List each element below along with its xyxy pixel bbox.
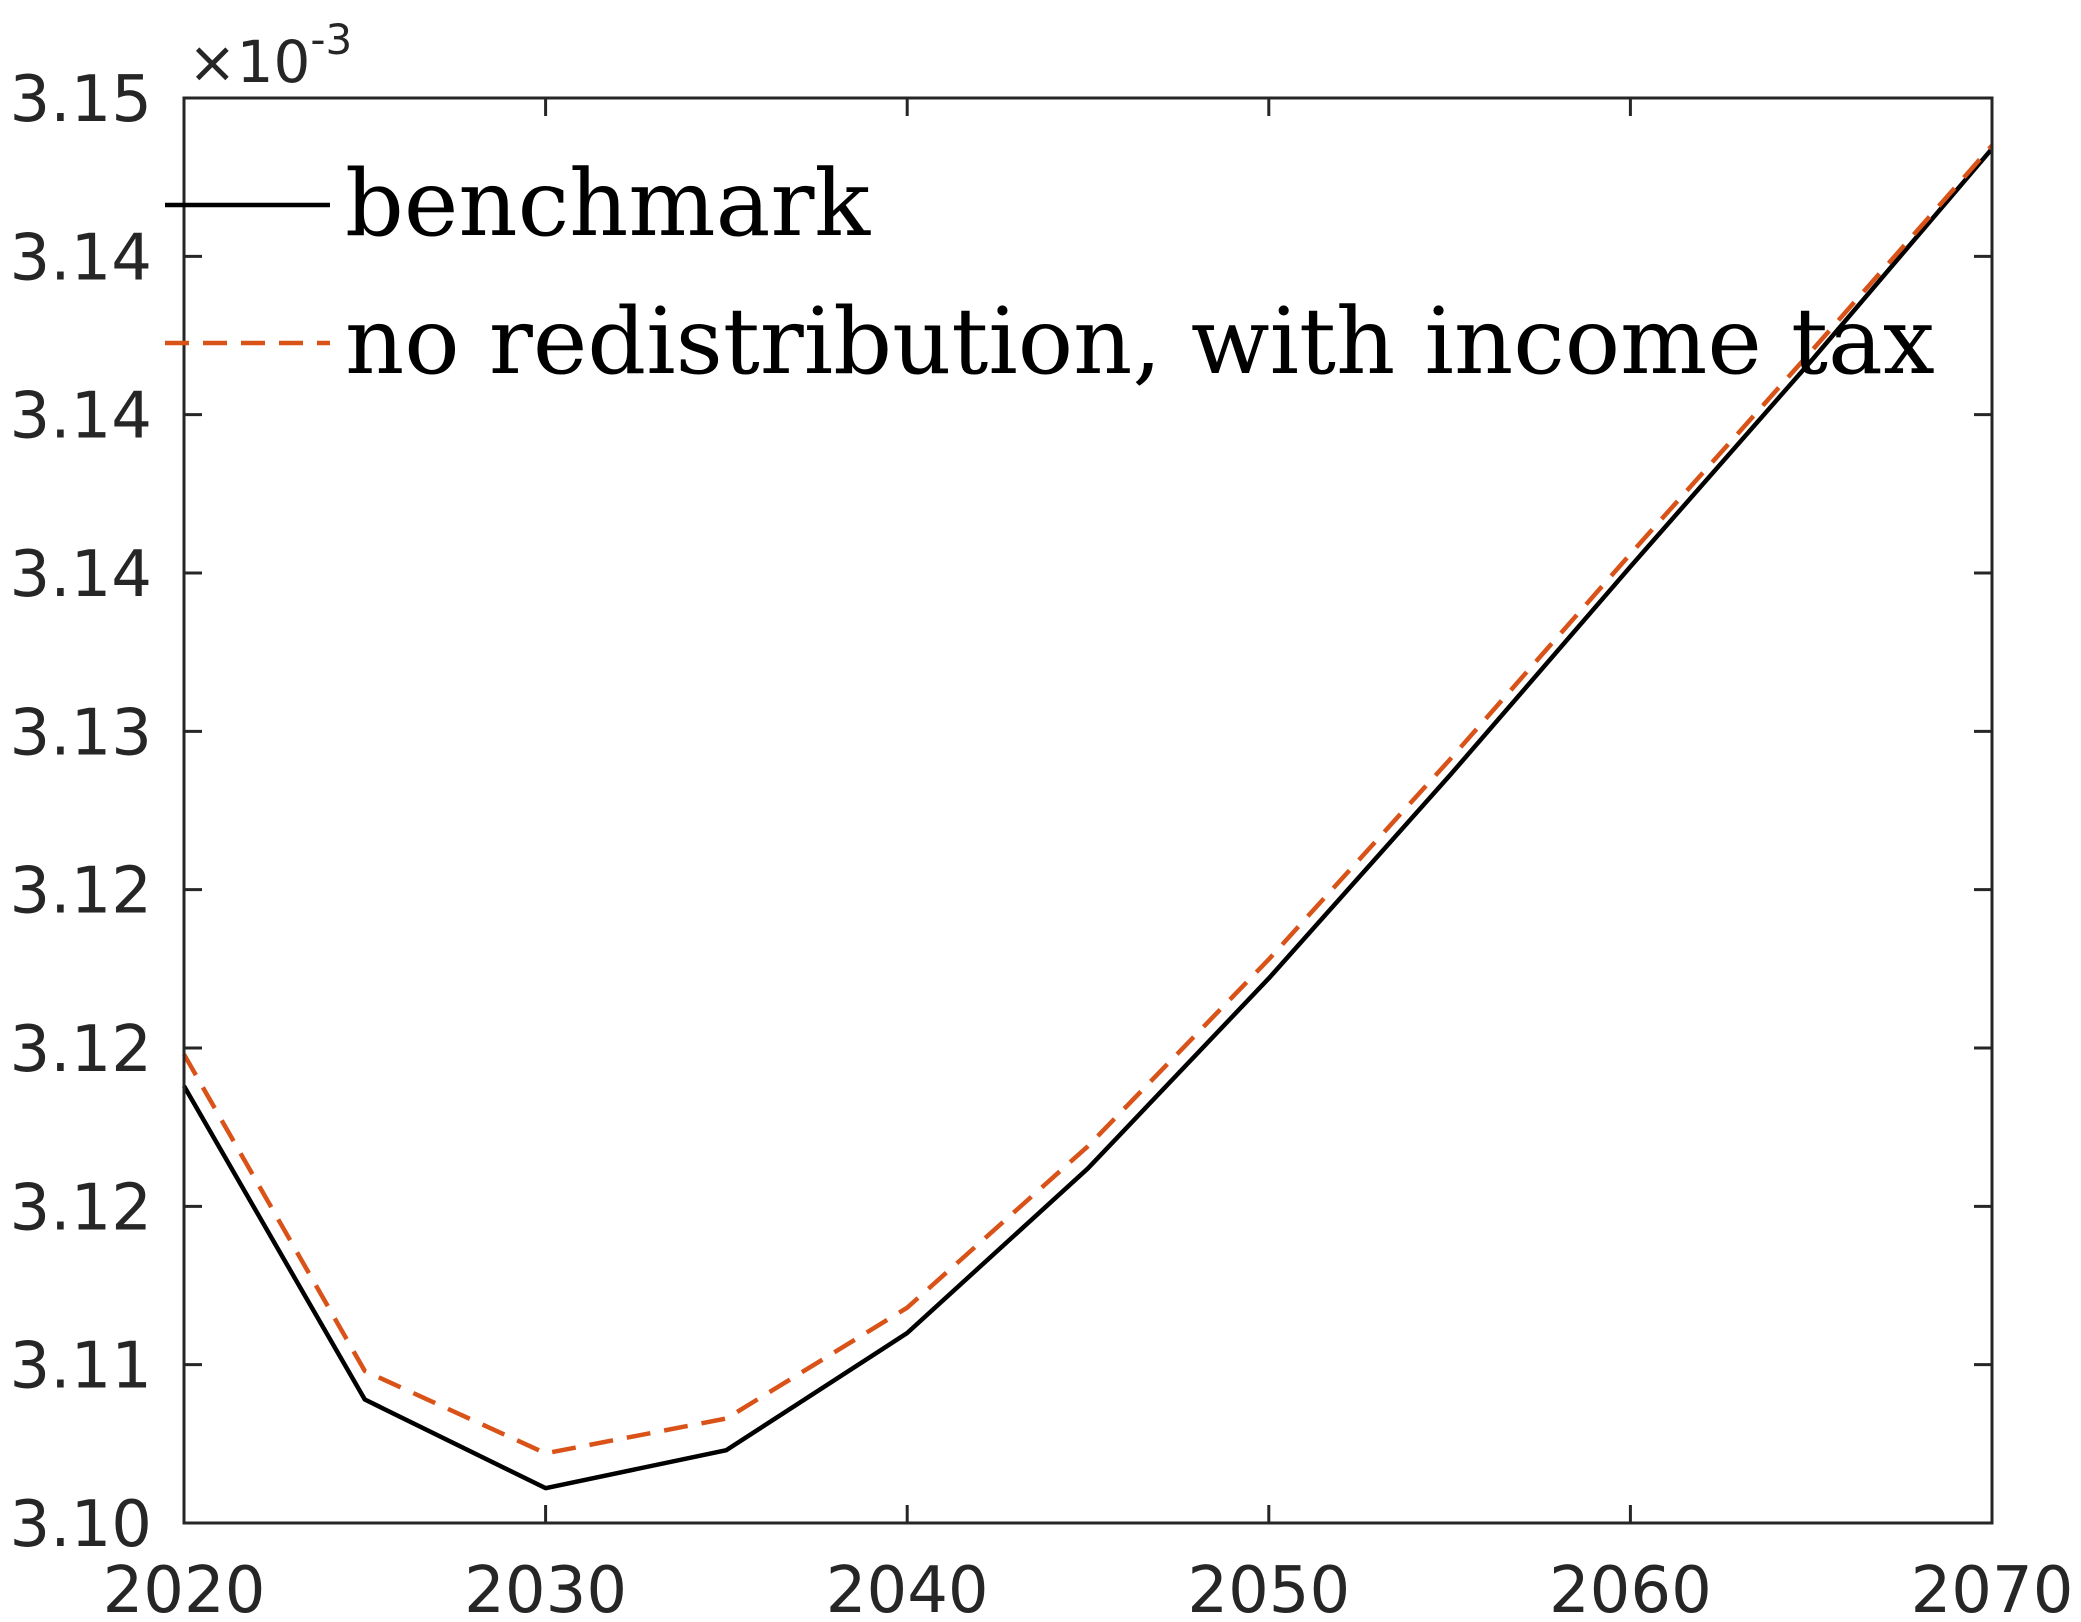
x-axis-tick-labels: 2020 2030 2040 2050 2060 2070 [103,1554,2074,1622]
x-tick-label: 2050 [1187,1554,1350,1622]
y-axis-exponent-power: -3 [310,15,352,64]
y-tick-label: 3.14 [10,221,153,295]
y-tick-label: 3.12 [10,855,153,929]
legend-item-2: no redistribution, with income tax [165,288,1935,395]
y-tick-label: 3.15 [10,63,153,137]
y-axis-ticks [184,96,1992,1525]
series-point [544,1486,548,1490]
y-tick-label: 3.12 [10,1013,153,1087]
series-point [1086,1166,1090,1170]
y-tick-label: 3.14 [10,538,153,612]
series-point [1628,552,1632,556]
series-point [1628,565,1632,569]
y-tick-label: 3.14 [10,380,153,454]
legend: benchmark no redistribution, with income … [165,150,1935,395]
x-axis-ticks [182,98,1994,1523]
series-point [1267,957,1271,961]
y-tick-label: 3.10 [10,1488,153,1562]
series-layer [182,144,1994,1491]
series-point [1448,758,1452,762]
y-tick-label: 3.12 [10,1171,153,1245]
series-point [363,1398,367,1402]
y-axis-tick-labels: 3.10 3.11 3.12 3.12 3.12 3.13 3.14 3.14 3.14 3.15 [10,63,153,1562]
series-point [905,1331,909,1335]
y-axis-exponent-base: ×10 [188,28,310,96]
legend-label: no redistribution, with income tax [345,288,1935,395]
series-2 [182,144,1994,1456]
series-point [905,1306,909,1310]
axes-box [182,96,1994,1525]
x-tick-label: 2020 [103,1554,266,1622]
series-line-1 [182,147,1994,1491]
series-point [1267,976,1271,980]
series-point [1086,1144,1090,1148]
y-tick-label: 3.13 [10,696,153,770]
x-tick-label: 2060 [1549,1554,1712,1622]
series-point [544,1451,548,1455]
y-tick-label: 3.11 [10,1330,153,1404]
series-point [724,1417,728,1421]
x-tick-label: 2070 [1911,1554,2074,1622]
y-axis-exponent: ×10-3 [188,15,352,96]
legend-label: benchmark [345,150,871,257]
x-tick-label: 2030 [464,1554,627,1622]
series-point [724,1448,728,1452]
series-point [1448,774,1452,778]
series-1 [182,147,1994,1491]
series-point [363,1369,367,1373]
legend-item-1: benchmark [165,150,871,257]
series-line-2 [182,144,1994,1456]
x-tick-label: 2040 [826,1554,989,1622]
